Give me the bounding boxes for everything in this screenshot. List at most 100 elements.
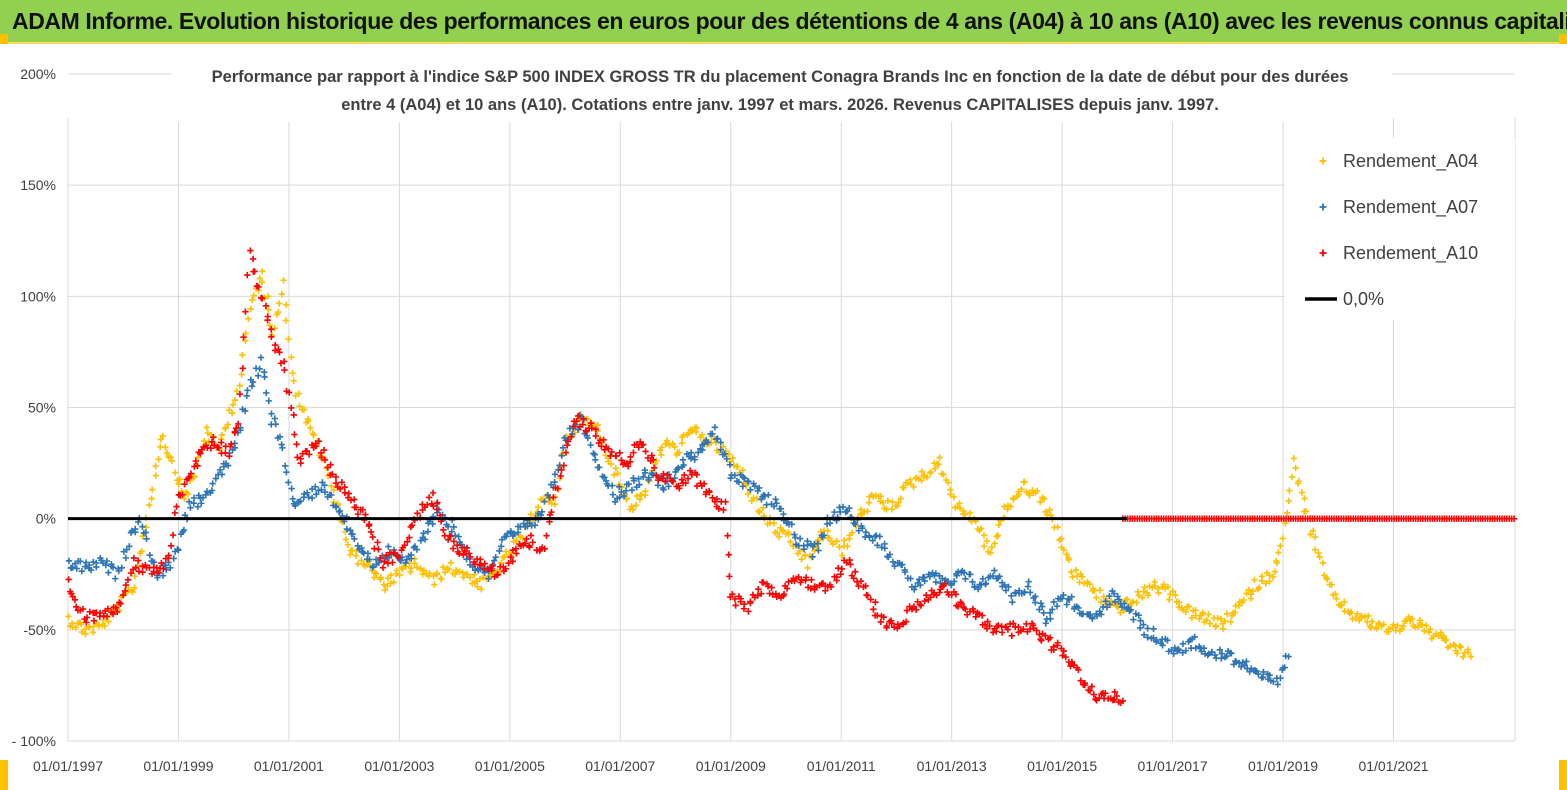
data-point	[1212, 623, 1219, 630]
data-point	[222, 449, 229, 457]
data-point	[869, 537, 876, 544]
data-point	[263, 389, 270, 397]
data-point	[285, 335, 292, 343]
data-point	[680, 461, 687, 469]
data-point	[717, 446, 725, 453]
data-point	[1333, 595, 1340, 602]
data-point	[1179, 640, 1187, 647]
data-point	[179, 491, 186, 498]
data-point	[1440, 632, 1447, 640]
data-point	[754, 592, 761, 599]
data-point	[1050, 643, 1057, 651]
data-point	[636, 481, 643, 488]
data-point	[918, 477, 925, 484]
data-point	[184, 490, 192, 498]
data-point	[1127, 606, 1135, 614]
data-point	[72, 624, 80, 631]
data-point	[504, 530, 511, 537]
data-point	[242, 330, 249, 337]
data-point	[1159, 642, 1166, 649]
data-point	[128, 527, 136, 535]
data-point	[551, 501, 559, 508]
data-point	[379, 564, 387, 571]
data-point	[611, 498, 619, 506]
data-point	[815, 547, 822, 554]
data-point	[271, 347, 279, 354]
x-tick-label: 01/01/2009	[696, 758, 766, 774]
data-point	[118, 564, 125, 572]
y-axis-labels: 200% 150% 100% 50% 0% -50% - 100%	[12, 66, 56, 749]
data-point	[1007, 503, 1015, 510]
data-point	[962, 575, 969, 583]
data-point	[994, 532, 1002, 539]
data-point	[734, 463, 741, 470]
x-tick-label: 01/01/2007	[585, 758, 655, 774]
data-point	[265, 306, 272, 313]
data-point	[829, 540, 837, 548]
data-point	[1421, 627, 1428, 635]
data-point	[240, 333, 247, 341]
data-point	[115, 567, 122, 575]
data-point	[300, 406, 308, 413]
data-point	[1140, 621, 1147, 628]
data-point	[268, 410, 275, 417]
data-point	[1217, 615, 1224, 623]
data-point	[1262, 580, 1269, 587]
data-point	[551, 478, 558, 486]
data-point	[1144, 592, 1152, 599]
data-point	[65, 557, 73, 565]
data-point	[678, 476, 686, 483]
data-point	[185, 498, 193, 505]
data-point	[374, 539, 381, 546]
data-point	[1240, 596, 1247, 604]
data-point	[952, 591, 960, 598]
data-point	[288, 354, 295, 361]
data-point	[1277, 542, 1284, 550]
data-point	[268, 333, 275, 340]
data-point	[698, 431, 706, 439]
data-point	[364, 561, 371, 569]
data-point	[1021, 478, 1028, 485]
data-point	[1332, 590, 1339, 598]
data-point	[1284, 509, 1291, 517]
data-point	[470, 571, 478, 578]
data-point	[1049, 606, 1056, 613]
data-point	[218, 431, 226, 439]
data-point	[265, 397, 272, 405]
data-point	[1196, 615, 1203, 623]
data-point	[408, 551, 415, 559]
data-point	[336, 507, 344, 515]
data-point	[148, 495, 155, 502]
data-point	[264, 316, 271, 324]
data-point	[735, 478, 743, 486]
data-point	[961, 511, 969, 518]
data-point	[962, 605, 969, 613]
data-point	[574, 412, 582, 420]
data-point	[874, 542, 881, 549]
data-point	[1204, 651, 1211, 659]
data-point	[507, 528, 515, 535]
data-point	[403, 556, 410, 563]
data-point	[844, 543, 851, 550]
data-point	[590, 421, 598, 428]
data-point	[208, 438, 216, 446]
data-point	[341, 483, 348, 491]
data-point	[430, 502, 437, 510]
data-point	[1175, 599, 1183, 606]
data-point	[1285, 497, 1292, 505]
data-point	[165, 552, 172, 559]
data-point	[1106, 601, 1113, 608]
data-point	[932, 578, 940, 586]
data-point	[1053, 602, 1061, 610]
x-tick-label: 01/01/2001	[254, 758, 324, 774]
data-point	[888, 506, 896, 513]
data-point	[258, 279, 266, 286]
data-point	[759, 504, 767, 512]
data-point	[867, 596, 874, 603]
data-point	[630, 449, 637, 456]
data-point	[642, 448, 649, 455]
data-point	[1274, 681, 1281, 688]
data-point	[1164, 637, 1171, 644]
data-point	[796, 535, 804, 542]
data-point	[838, 565, 846, 573]
